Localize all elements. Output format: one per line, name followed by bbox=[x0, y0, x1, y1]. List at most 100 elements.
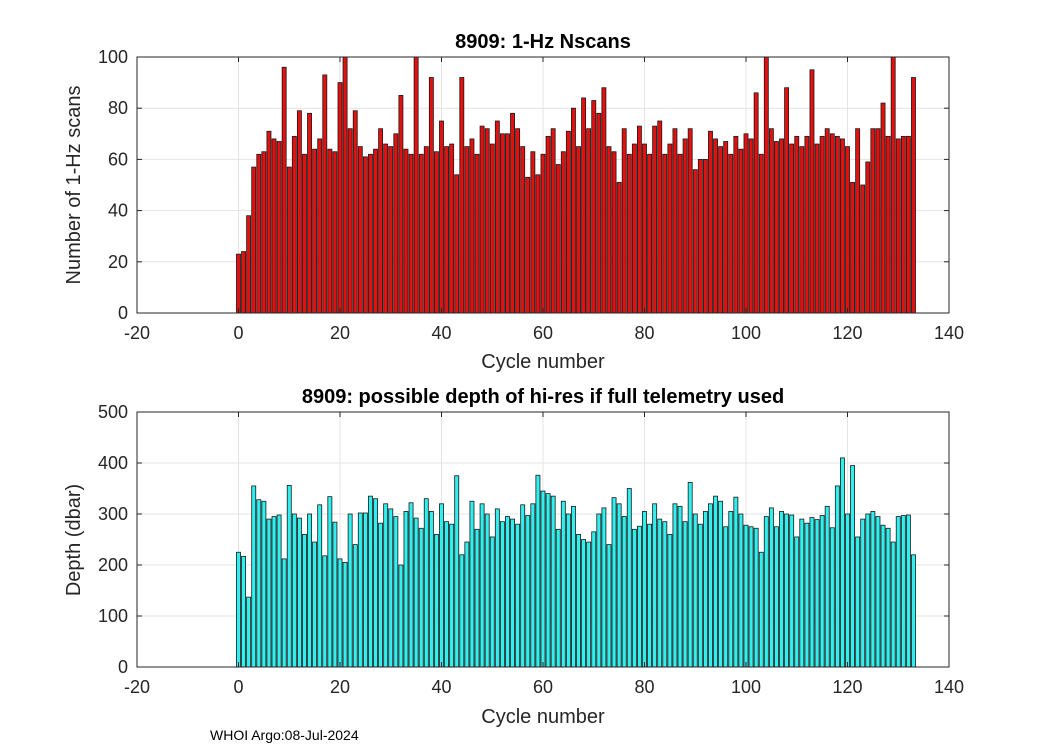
nscans-bar bbox=[626, 153, 632, 314]
nscans-bar bbox=[636, 125, 642, 314]
depth-bar bbox=[317, 504, 323, 668]
depth-bar bbox=[865, 513, 871, 668]
nscans-bar bbox=[454, 174, 460, 314]
nscans-xtick-label: -20 bbox=[124, 323, 150, 343]
nscans-bar bbox=[840, 138, 845, 314]
nscans-bar bbox=[428, 77, 434, 314]
nscans-bars bbox=[236, 56, 916, 314]
nscans-bar bbox=[403, 148, 409, 314]
depth-xtick-label: 80 bbox=[634, 677, 654, 697]
depth-bar bbox=[611, 497, 617, 668]
nscans-bar bbox=[804, 135, 810, 314]
nscans-bar bbox=[271, 138, 277, 314]
depth-ytick-label: 0 bbox=[118, 657, 128, 677]
nscans-bar bbox=[332, 151, 338, 314]
nscans-bar bbox=[494, 120, 500, 314]
nscans-bar bbox=[515, 128, 521, 314]
depth-bar bbox=[266, 518, 272, 668]
depth-bar bbox=[763, 516, 769, 668]
depth-bar bbox=[505, 516, 510, 668]
depth-bar bbox=[296, 517, 302, 668]
depth-bar bbox=[433, 534, 439, 668]
nscans-bar bbox=[484, 128, 490, 314]
depth-bar bbox=[662, 521, 668, 668]
nscans-bar bbox=[479, 125, 485, 314]
nscans-bar bbox=[439, 120, 444, 314]
nscans-bar bbox=[510, 112, 515, 314]
depth-bar bbox=[484, 513, 490, 668]
depth-bar bbox=[890, 541, 896, 668]
nscans-bar bbox=[687, 128, 693, 314]
depth-bar bbox=[510, 518, 515, 668]
depth-bar bbox=[581, 539, 587, 668]
nscans-bar bbox=[266, 130, 272, 314]
depth-bar bbox=[464, 541, 470, 668]
nscans-bar bbox=[890, 56, 896, 314]
depth-bar bbox=[398, 564, 404, 668]
depth-bar bbox=[911, 554, 916, 668]
nscans-bar bbox=[855, 128, 861, 314]
depth-bar bbox=[586, 541, 592, 668]
depth-xtick-label: 120 bbox=[832, 677, 862, 697]
nscans-bar bbox=[642, 143, 647, 314]
nscans-bar bbox=[261, 151, 267, 314]
nscans-bar bbox=[875, 128, 881, 314]
nscans-bar bbox=[505, 133, 510, 314]
nscans-bar bbox=[586, 128, 592, 314]
depth-bar bbox=[520, 504, 526, 668]
depth-bar bbox=[601, 507, 607, 668]
nscans-bar bbox=[281, 66, 287, 314]
depth-bar bbox=[571, 505, 576, 668]
depth-bar bbox=[895, 516, 901, 668]
depth-bar bbox=[591, 531, 597, 668]
depth-bar bbox=[271, 516, 277, 668]
nscans-bar bbox=[713, 138, 718, 314]
nscans-bar bbox=[895, 138, 901, 314]
depth-bar bbox=[677, 505, 683, 668]
nscans-bar bbox=[692, 169, 698, 314]
nscans-bar bbox=[423, 146, 429, 314]
nscans-bar bbox=[525, 176, 531, 314]
nscans-bar bbox=[565, 130, 571, 314]
depth-ytick-label: 300 bbox=[98, 504, 128, 524]
nscans-ytick-label: 0 bbox=[118, 303, 128, 323]
nscans-bar bbox=[779, 138, 784, 314]
nscans-xtick-label: 100 bbox=[731, 323, 761, 343]
depth-bar bbox=[261, 500, 267, 668]
nscans-bar bbox=[880, 102, 886, 314]
nscans-bar bbox=[337, 82, 343, 314]
depth-bar bbox=[576, 534, 581, 668]
depth-bar bbox=[246, 596, 252, 668]
depth-bar bbox=[748, 526, 754, 668]
depth-bar bbox=[550, 495, 556, 668]
depth-bar bbox=[631, 528, 637, 668]
depth-bar bbox=[499, 521, 505, 668]
nscans-bar bbox=[322, 74, 328, 314]
nscans-bar bbox=[900, 135, 906, 314]
depth-bar bbox=[342, 562, 348, 668]
depth-bar bbox=[337, 558, 343, 668]
depth-bar bbox=[515, 523, 521, 668]
depth-xtick-label: 20 bbox=[330, 677, 350, 697]
nscans-bar bbox=[799, 146, 805, 314]
depth-bar bbox=[799, 518, 805, 668]
depth-bar bbox=[743, 524, 749, 668]
depth-bar bbox=[565, 513, 571, 668]
nscans-bar bbox=[398, 95, 404, 314]
nscans-bar bbox=[550, 128, 556, 314]
depth-title: 8909: possible depth of hi-res if full t… bbox=[302, 386, 784, 408]
nscans-bar bbox=[413, 56, 419, 314]
depth-bar bbox=[378, 522, 384, 668]
depth-bar bbox=[530, 503, 536, 668]
depth-bar bbox=[545, 493, 551, 668]
depth-bars bbox=[236, 457, 916, 668]
depth-bar bbox=[885, 527, 891, 668]
nscans-bar bbox=[307, 112, 312, 314]
depth-bar bbox=[276, 514, 282, 668]
depth-bar bbox=[718, 500, 724, 668]
nscans-bar bbox=[383, 143, 389, 314]
depth-bar bbox=[560, 500, 566, 668]
